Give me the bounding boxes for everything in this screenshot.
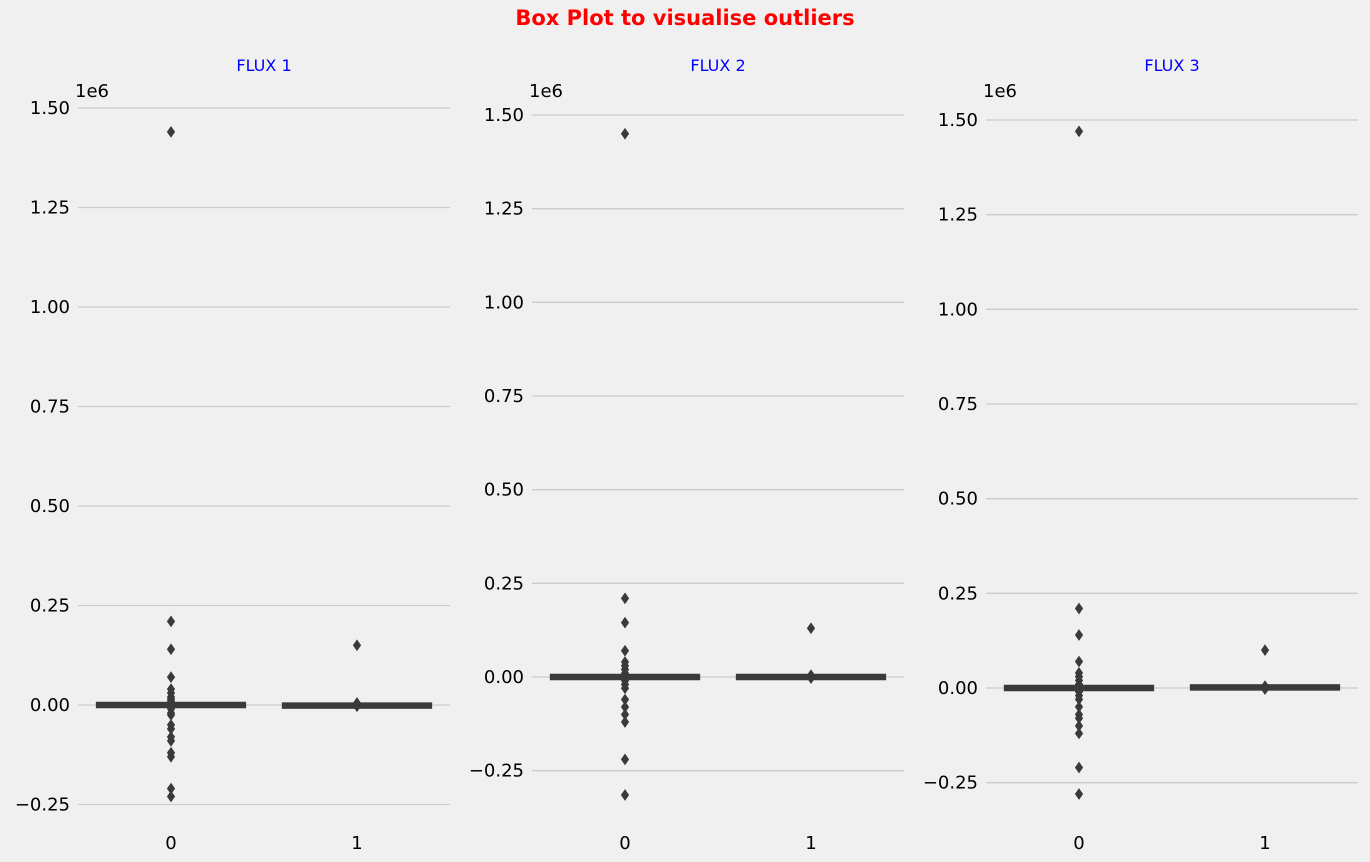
y-tick-label: 0.25 [938,583,978,604]
y-offset-label: 1e6 [75,81,109,102]
outlier-point [1074,727,1084,740]
y-tick-label: 1.25 [484,199,524,220]
outlier-point [166,643,176,656]
y-tick-label: 0.25 [484,573,524,594]
y-tick-label: 0.75 [938,394,978,415]
outlier-point [620,716,630,728]
y-tick-label: 0.00 [30,695,70,716]
outlier-point [1260,644,1270,657]
y-tick-label: 1.25 [30,198,70,219]
x-tick-label: 1 [351,833,362,854]
x-tick-label: 0 [165,833,176,854]
outlier-point [166,790,176,803]
y-tick-label: −0.25 [469,761,524,782]
outlier-point [1074,629,1084,641]
y-tick-label: 0.25 [30,596,70,617]
outlier-point [1260,683,1270,696]
y-tick-label: 0.50 [484,480,524,501]
subplot-title: FLUX 3 [1144,56,1199,75]
figure-title: Box Plot to visualise outliers [515,6,855,30]
outlier-point [620,682,630,695]
outlier-point [166,734,176,747]
outlier-point [166,126,176,138]
y-tick-label: −0.25 [15,795,70,816]
y-tick-label: 1.00 [938,299,978,320]
y-tick-label: 1.50 [484,105,524,126]
outlier-point [166,750,176,763]
y-tick-label: −0.25 [923,773,978,794]
outlier-point [166,671,176,684]
outlier-point [620,753,630,766]
x-tick-label: 1 [1259,833,1270,854]
outlier-point [1074,655,1084,668]
y-tick-label: 1.00 [30,297,70,318]
outlier-point [1074,602,1084,615]
x-tick-label: 1 [805,833,816,854]
outlier-point [620,592,630,605]
y-tick-label: 0.50 [30,496,70,517]
outlier-point [352,639,362,652]
outlier-point [1074,788,1084,800]
y-tick-label: 1.00 [484,292,524,313]
outlier-point [620,789,630,801]
outlier-point [1074,125,1084,138]
subplot-title: FLUX 2 [690,56,745,75]
y-tick-label: 0.50 [938,489,978,510]
outlier-point [806,622,816,635]
outlier-point [806,672,816,684]
y-tick-label: 1.50 [938,110,978,131]
x-tick-label: 0 [1073,833,1084,854]
outlier-point [166,615,176,628]
outlier-point [352,700,362,713]
y-offset-label: 1e6 [983,81,1017,102]
y-tick-label: 0.75 [484,386,524,407]
y-offset-label: 1e6 [529,81,563,102]
y-tick-label: 0.00 [484,667,524,688]
outlier-point [1074,761,1084,774]
y-tick-label: 0.75 [30,397,70,418]
x-tick-label: 0 [619,833,630,854]
y-tick-label: 0.00 [938,678,978,699]
subplot-title: FLUX 1 [236,56,291,75]
outlier-point [620,644,630,657]
outlier-point [620,127,630,140]
y-tick-label: 1.25 [938,205,978,226]
outlier-point [620,616,630,629]
y-tick-label: 1.50 [30,98,70,119]
